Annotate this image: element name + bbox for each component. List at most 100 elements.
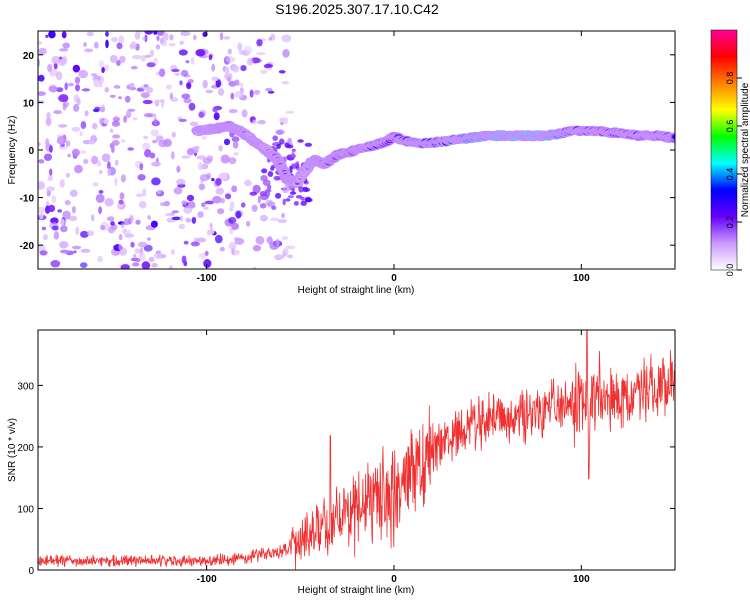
noise-blob xyxy=(153,31,158,35)
noise-blob xyxy=(183,205,193,214)
noise-blob xyxy=(209,222,213,230)
noise-blob xyxy=(151,161,161,167)
noise-blob xyxy=(268,37,273,41)
noise-blob xyxy=(69,189,78,197)
noise-blob xyxy=(106,216,115,222)
colorbar-tick-label: 0.8 xyxy=(725,72,735,85)
noise-blob xyxy=(111,36,118,43)
noise-blob xyxy=(80,150,87,154)
x-tick-label: 100 xyxy=(573,574,590,585)
noise-blob xyxy=(79,131,83,137)
noise-blob xyxy=(287,137,292,143)
noise-blob xyxy=(53,231,60,240)
noise-blob xyxy=(109,94,116,98)
noise-blob xyxy=(118,35,125,44)
noise-blob xyxy=(92,108,100,113)
noise-blob xyxy=(150,49,154,57)
noise-blob xyxy=(246,220,251,227)
noise-blob xyxy=(214,234,223,244)
noise-blob xyxy=(46,186,56,192)
noise-blob xyxy=(137,241,148,248)
noise-blob xyxy=(50,260,61,268)
noise-blob xyxy=(75,226,79,236)
noise-blob xyxy=(190,241,200,247)
noise-blob xyxy=(38,159,45,164)
noise-blob xyxy=(228,109,238,114)
noise-blob xyxy=(229,230,233,235)
colorbar-gradient xyxy=(710,29,738,271)
noise-blob xyxy=(38,40,43,46)
noise-blob xyxy=(300,200,307,206)
noise-blob xyxy=(84,48,94,53)
x-tick-label: 0 xyxy=(391,574,397,585)
y-tick-label: 10 xyxy=(23,98,35,109)
noise-blob xyxy=(288,185,293,191)
noise-blob xyxy=(291,163,298,167)
noise-blob xyxy=(193,146,200,150)
chart-title: S196.2025.307.17.10.C42 xyxy=(275,1,439,17)
noise-blob xyxy=(179,40,184,45)
noise-blob xyxy=(115,159,119,166)
noise-blob xyxy=(270,217,280,222)
y-tick-label: 0 xyxy=(28,566,34,577)
noise-blob xyxy=(171,131,176,138)
noise-blob xyxy=(158,139,168,148)
noise-blob xyxy=(98,190,104,194)
noise-blob xyxy=(170,97,179,103)
x-tick-label: 0 xyxy=(391,273,397,284)
noise-blob xyxy=(57,209,62,213)
noise-blob xyxy=(109,128,114,133)
noise-blob xyxy=(83,42,87,47)
noise-blob xyxy=(159,37,164,45)
noise-blob xyxy=(151,177,161,186)
noise-blob xyxy=(203,259,212,268)
noise-blob xyxy=(62,42,70,49)
noise-blob xyxy=(71,148,80,157)
noise-blob xyxy=(73,250,77,254)
noise-blob xyxy=(141,261,151,269)
noise-blob xyxy=(78,69,88,79)
colorbar: 0.0 0.2 0.4 0.6 0.8 Normalized spectral ampl… xyxy=(710,29,750,276)
noise-blob xyxy=(100,225,106,230)
noise-blob xyxy=(111,120,120,127)
colorbar-label: Normalized spectral amplitude xyxy=(740,82,750,217)
noise-blob xyxy=(120,222,125,229)
noise-blob xyxy=(154,253,162,259)
noise-blob xyxy=(253,89,261,95)
noise-blob xyxy=(62,55,68,64)
noise-blob xyxy=(179,80,183,86)
noise-blob xyxy=(125,110,132,118)
noise-blob xyxy=(281,80,290,85)
colorbar-tick-label: 0.4 xyxy=(725,168,735,181)
noise-blob xyxy=(201,202,206,207)
noise-blob xyxy=(150,220,158,228)
noise-blob xyxy=(227,76,231,82)
noise-blob xyxy=(223,36,231,40)
noise-blob xyxy=(53,110,62,115)
snr-panel: -100 0 100 0 100 200 300 Height of straight l… xyxy=(7,329,676,596)
noise-blob xyxy=(118,199,124,205)
noise-blob xyxy=(93,41,99,49)
noise-blob xyxy=(257,195,261,204)
noise-blob xyxy=(169,34,174,41)
noise-blob xyxy=(48,204,56,213)
noise-blob xyxy=(147,215,151,220)
noise-blob xyxy=(67,153,71,158)
noise-blob xyxy=(74,76,81,85)
noise-blob xyxy=(83,158,89,165)
noise-blob xyxy=(183,240,189,245)
noise-blob xyxy=(81,88,91,92)
noise-blob xyxy=(151,262,158,268)
noise-blob xyxy=(198,252,207,260)
noise-blob xyxy=(223,138,231,146)
noise-blob xyxy=(91,214,95,222)
noise-blob xyxy=(276,238,280,247)
noise-blob xyxy=(195,49,206,57)
noise-blob xyxy=(285,245,296,250)
noise-blob xyxy=(178,49,188,56)
noise-blob xyxy=(58,94,69,103)
noise-blob xyxy=(240,65,247,72)
noise-blob xyxy=(293,201,299,206)
noise-blob xyxy=(297,139,304,143)
